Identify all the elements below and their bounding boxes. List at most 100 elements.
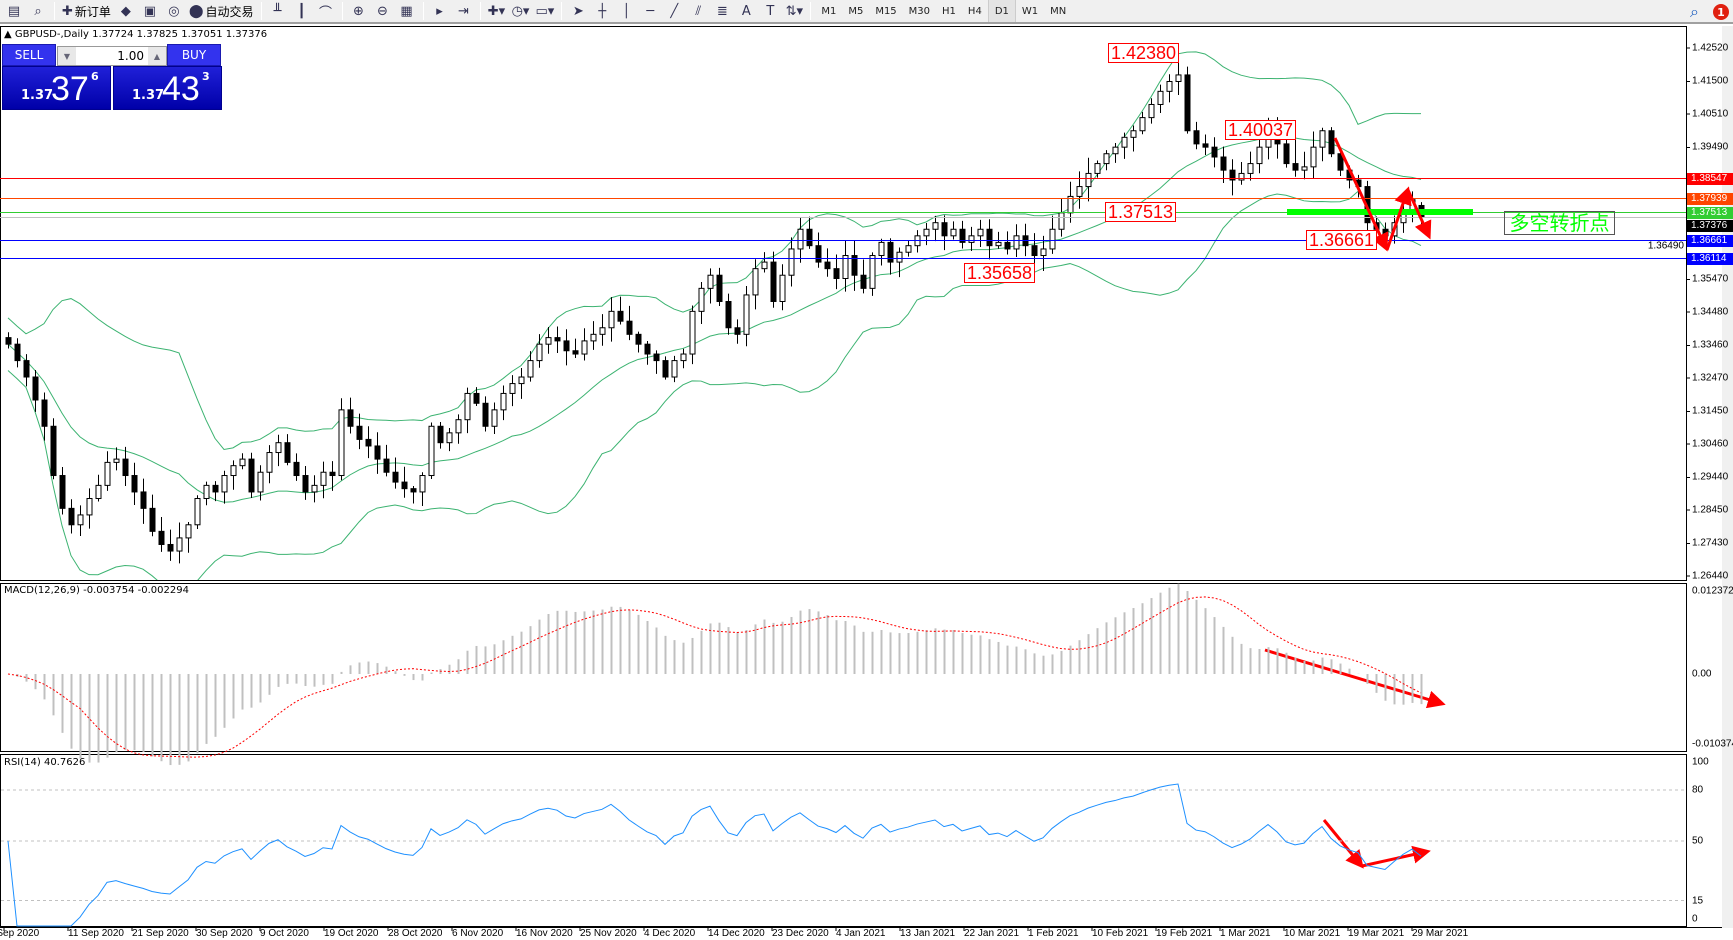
candle-body [1058, 212, 1065, 230]
buy-price[interactable]: 1.37 43 3 [113, 66, 222, 110]
rsi-panel-frame [0, 754, 1687, 927]
candle-body [1013, 235, 1020, 250]
new-order-button[interactable]: ✚ 新订单 [59, 0, 114, 22]
buy-button[interactable]: BUY [167, 44, 221, 66]
indicators-button[interactable]: ✚▾ [485, 0, 509, 22]
candle-body [752, 268, 759, 296]
candle-body [131, 475, 138, 493]
autotrading-button[interactable]: ⬤ 自动交易 [186, 0, 257, 22]
candle [41, 392, 48, 441]
candle-body [815, 245, 822, 263]
candle [158, 517, 165, 552]
bar-chart-button[interactable]: ╨ [266, 0, 290, 22]
zoom-chart-button[interactable]: ⌕ [26, 0, 50, 22]
line-chart-button[interactable]: ⌒ [314, 0, 338, 22]
sell-button[interactable]: SELL [2, 44, 56, 66]
turning-point-note[interactable]: 多空转折点 [1504, 211, 1615, 235]
candle-body [1085, 172, 1092, 188]
text-button[interactable]: A [734, 0, 758, 22]
timeframe-h1[interactable]: H1 [942, 5, 956, 17]
price-arrow-up [1385, 186, 1412, 251]
equidistant-channel-button[interactable]: ⫽ [686, 0, 710, 22]
templates-button[interactable]: ▭▾ [533, 0, 558, 22]
price-axis-label: 1.32470 [1692, 372, 1729, 384]
candle [599, 314, 606, 346]
candle-body [473, 392, 480, 404]
timeframe-w1[interactable]: W1 [1021, 5, 1039, 17]
candle-body [788, 248, 795, 276]
timeframe-m15[interactable]: M15 [875, 5, 897, 17]
candle-body [356, 425, 363, 440]
date-label: 21 Sep 2020 [132, 928, 189, 939]
search-icon[interactable]: ⌕ [1690, 2, 1699, 21]
candle [1184, 66, 1191, 134]
terminal-button[interactable]: ▣ [138, 0, 162, 22]
lot-value[interactable]: 1.00 [117, 49, 144, 63]
cursor-button[interactable]: ➤ [566, 0, 590, 22]
candle [140, 478, 147, 524]
candle-body [419, 475, 426, 493]
candle-body [1103, 153, 1110, 165]
candle-body [158, 530, 165, 545]
crosshair-button[interactable]: ┼ [590, 0, 614, 22]
lot-size-field[interactable]: ▼ 1.00 ▲ [57, 46, 167, 66]
candle-body [554, 337, 561, 342]
new-chart-button[interactable]: ▤ [2, 0, 26, 22]
price-level-label: 1.38547 [1687, 172, 1733, 185]
candle-body [311, 484, 318, 493]
candle-body [383, 458, 390, 473]
timeframe-d1[interactable]: D1 [987, 0, 1016, 22]
timeframe-mn[interactable]: MN [1050, 5, 1067, 17]
signals-button[interactable]: ◎ [162, 0, 186, 22]
candle [1121, 132, 1128, 159]
macd-divergence-arrow [1264, 648, 1446, 709]
candle [95, 474, 102, 502]
timeframe-m30[interactable]: M30 [908, 5, 931, 17]
lot-increase-icon[interactable]: ▲ [148, 47, 166, 65]
horizontal-line-button[interactable]: ─ [638, 0, 662, 22]
main-panel-frame [0, 26, 1687, 581]
zoom-out-button[interactable]: ⊖ [371, 0, 395, 22]
text-label-button[interactable]: T [758, 0, 782, 22]
fibonacci-button[interactable]: ≣ [710, 0, 734, 22]
trendline-icon: ╱ [670, 3, 679, 19]
candle [1067, 181, 1074, 223]
candle [302, 465, 309, 500]
timeframe-m5[interactable]: M5 [848, 5, 864, 17]
trendline-button[interactable]: ╱ [662, 0, 686, 22]
candle [1112, 143, 1119, 163]
candlestick-button[interactable]: ┃ [290, 0, 314, 22]
candle-body [104, 461, 111, 486]
candle-body [878, 241, 885, 257]
date-label: 1 Feb 2021 [1028, 928, 1079, 939]
vertical-line-button[interactable]: │ [614, 0, 638, 22]
tile-windows-button[interactable]: ▦ [395, 0, 419, 22]
candle [824, 248, 831, 277]
toolbar-separator [561, 2, 563, 20]
metaeditor-button[interactable]: ◆ [114, 0, 138, 22]
price-level-label: 1.37376 [1687, 219, 1733, 232]
candle [1202, 134, 1209, 156]
candle [104, 451, 111, 491]
date-label: 25 Nov 2020 [580, 928, 637, 939]
notification-badge[interactable]: 1 [1713, 4, 1729, 20]
candle-body [257, 471, 264, 493]
timeframe-h4[interactable]: H4 [967, 5, 982, 17]
candle-body [1211, 146, 1218, 158]
periods-button[interactable]: ◷▾ [509, 0, 533, 22]
chart-shift-button[interactable]: ⇥ [452, 0, 476, 22]
timeframe-m1[interactable]: M1 [821, 5, 837, 17]
candle-body [1076, 186, 1083, 197]
zoom-in-button[interactable]: ⊕ [347, 0, 371, 22]
rsi-arrow-up [1361, 845, 1431, 868]
candle [383, 444, 390, 477]
autoscroll-button[interactable]: ▸ [428, 0, 452, 22]
candle [896, 247, 903, 278]
arrows-button[interactable]: ⇅▾ [782, 0, 806, 22]
lot-decrease-icon[interactable]: ▼ [58, 47, 76, 65]
candle [590, 321, 597, 350]
candle [932, 215, 939, 242]
sell-price[interactable]: 1.37 37 6 [2, 66, 111, 110]
candle [500, 385, 507, 421]
